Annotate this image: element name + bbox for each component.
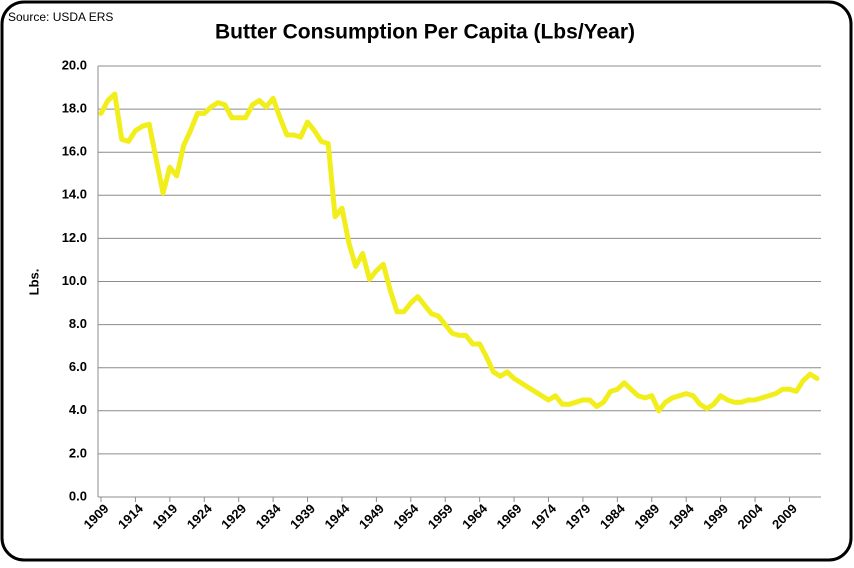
- y-tick-label: 10.0: [62, 273, 87, 288]
- source-note: Source: USDA ERS: [8, 10, 113, 24]
- y-tick-label: 2.0: [69, 445, 87, 460]
- y-tick-label: 12.0: [62, 230, 87, 245]
- chart-title: Butter Consumption Per Capita (Lbs/Year): [215, 21, 635, 44]
- y-axis-label: Lbs.: [26, 269, 41, 296]
- y-tick-label: 4.0: [69, 402, 87, 417]
- y-tick-label: 20.0: [62, 57, 87, 72]
- y-tick-label: 0.0: [69, 488, 87, 503]
- y-tick-label: 18.0: [62, 101, 87, 116]
- y-tick-label: 8.0: [69, 316, 87, 331]
- y-tick-label: 6.0: [69, 359, 87, 374]
- data-line: [98, 91, 820, 414]
- y-tick-label: 16.0: [62, 144, 87, 159]
- y-tick-label: 14.0: [62, 187, 87, 202]
